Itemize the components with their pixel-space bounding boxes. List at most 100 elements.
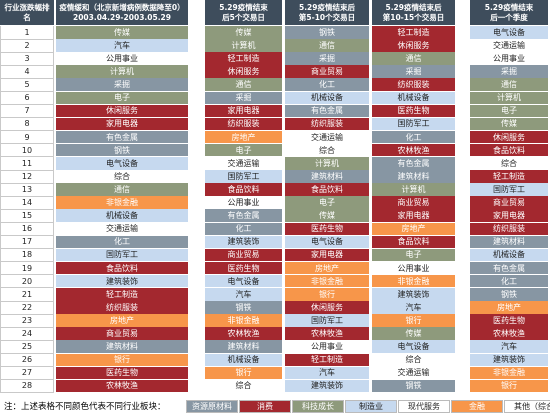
industry-cell: 建筑装饰	[285, 379, 369, 394]
industry-cell: 电气设备	[205, 274, 282, 289]
rank: 13	[0, 183, 54, 197]
industry-cell: 机械设备	[285, 91, 369, 106]
industry-cell: 商业贸易	[56, 327, 188, 341]
industry-cell: 建筑装饰	[205, 235, 282, 250]
industry-cell: 机械设备	[205, 353, 282, 368]
industry-cell: 休闲服务	[205, 65, 282, 79]
rank: 15	[0, 209, 54, 223]
industry-cell: 通信	[205, 78, 282, 92]
industry-cell: 非银金融	[470, 366, 548, 381]
industry-cell: 传媒	[285, 209, 369, 223]
rank: 24	[0, 327, 54, 341]
industry-cell: 银行	[56, 353, 188, 368]
column-header: 疫情缓和（北京新增病例数据降至0） 2003.04.29-2003.05.29	[56, 0, 188, 25]
industry-cell: 纺织服装	[470, 222, 548, 237]
rank: 7	[0, 104, 54, 119]
rank: 18	[0, 248, 54, 263]
industry-cell: 采掘	[372, 65, 455, 79]
industry-cell: 农林牧渔	[372, 143, 455, 158]
industry-cell: 机械设备	[470, 248, 548, 263]
rank: 23	[0, 314, 54, 328]
industry-cell: 有色金属	[470, 261, 548, 276]
industry-cell: 有色金属	[372, 157, 455, 171]
industry-cell: 交通运输	[56, 222, 188, 237]
industry-cell: 建筑装饰	[470, 353, 548, 368]
rank: 25	[0, 340, 54, 354]
industry-cell: 公用事业	[56, 52, 188, 66]
industry-cell: 汽车	[56, 39, 188, 53]
industry-cell: 公用事业	[372, 261, 455, 276]
industry-cell: 汽车	[205, 288, 282, 302]
industry-cell: 非银金融	[372, 274, 455, 289]
industry-cell: 电子	[205, 143, 282, 158]
industry-cell: 建筑材料	[470, 235, 548, 250]
industry-cell: 传媒	[205, 26, 282, 40]
industry-cell: 医药生物	[285, 222, 369, 237]
industry-cell: 钢铁	[56, 143, 188, 158]
rank: 9	[0, 130, 54, 145]
industry-cell: 医药生物	[56, 366, 188, 381]
industry-cell: 农林牧渔	[205, 327, 282, 341]
industry-cell: 交通运输	[470, 39, 548, 53]
rank: 12	[0, 170, 54, 184]
industry-cell: 电子	[56, 91, 188, 106]
industry-cell: 食品饮料	[372, 235, 455, 250]
industry-cell: 食品饮料	[470, 143, 548, 158]
industry-cell: 化工	[56, 235, 188, 250]
rank: 28	[0, 379, 54, 394]
industry-cell: 交通运输	[205, 157, 282, 171]
rank: 3	[0, 52, 54, 66]
rank-header: 行业涨跌幅排名	[0, 0, 54, 25]
industry-cell: 钢铁	[285, 26, 369, 40]
industry-cell: 非银金融	[205, 314, 282, 328]
rank: 4	[0, 65, 54, 79]
industry-cell: 综合	[56, 170, 188, 184]
industry-cell: 综合	[372, 353, 455, 368]
industry-cell: 综合	[205, 379, 282, 394]
industry-cell: 化工	[372, 130, 455, 145]
industry-cell: 化工	[285, 78, 369, 92]
industry-cell: 房地产	[56, 314, 188, 328]
header-line: 第10-15个交易日	[382, 12, 445, 22]
industry-cell: 汽车	[372, 301, 455, 315]
column-header: 5.29疫情结束 后一个季度	[470, 0, 548, 25]
header-line: 5.29疫情结束	[484, 2, 534, 12]
header-line: 5.29疫情结束后	[385, 2, 442, 12]
industry-cell: 房地产	[205, 130, 282, 145]
industry-cell: 非银金融	[56, 196, 188, 210]
rank: 22	[0, 301, 54, 315]
legend-item: 消费	[239, 400, 291, 413]
industry-cell: 家用电器	[205, 104, 282, 119]
header-line: 疫情缓和（北京新增病例数据降至0）	[59, 2, 185, 12]
industry-cell: 国防军工	[285, 314, 369, 328]
header-line: 5.29疫情结束后	[298, 2, 355, 12]
industry-cell: 化工	[470, 274, 548, 289]
industry-cell: 电气设备	[285, 235, 369, 250]
industry-cell: 医药生物	[372, 104, 455, 119]
rank: 8	[0, 117, 54, 132]
industry-cell: 建筑装饰	[56, 274, 188, 289]
industry-cell: 计算机	[372, 183, 455, 197]
column-header: 5.29疫情结束 后5个交易日	[205, 0, 282, 25]
industry-cell: 通信	[372, 52, 455, 66]
rank: 21	[0, 288, 54, 302]
industry-cell: 电子	[285, 196, 369, 210]
rank: 6	[0, 91, 54, 106]
header-line: 后5个交易日	[222, 12, 265, 22]
industry-cell: 农林牧渔	[56, 379, 188, 394]
industry-cell: 采掘	[56, 78, 188, 92]
industry-cell: 有色金属	[285, 104, 369, 119]
industry-cell: 食品饮料	[205, 183, 282, 197]
rank: 16	[0, 222, 54, 237]
industry-cell: 食品饮料	[285, 183, 369, 197]
industry-cell: 家用电器	[372, 209, 455, 223]
industry-cell: 国防军工	[470, 183, 548, 197]
header-line: 2003.04.29-2003.05.29	[72, 12, 171, 22]
industry-cell: 房地产	[470, 301, 548, 315]
industry-cell: 公用事业	[285, 340, 369, 354]
industry-cell: 医药生物	[205, 261, 282, 276]
industry-cell: 家用电器	[285, 248, 369, 263]
industry-cell: 计算机	[285, 157, 369, 171]
industry-cell: 通信	[470, 78, 548, 92]
industry-cell: 机械设备	[56, 209, 188, 223]
